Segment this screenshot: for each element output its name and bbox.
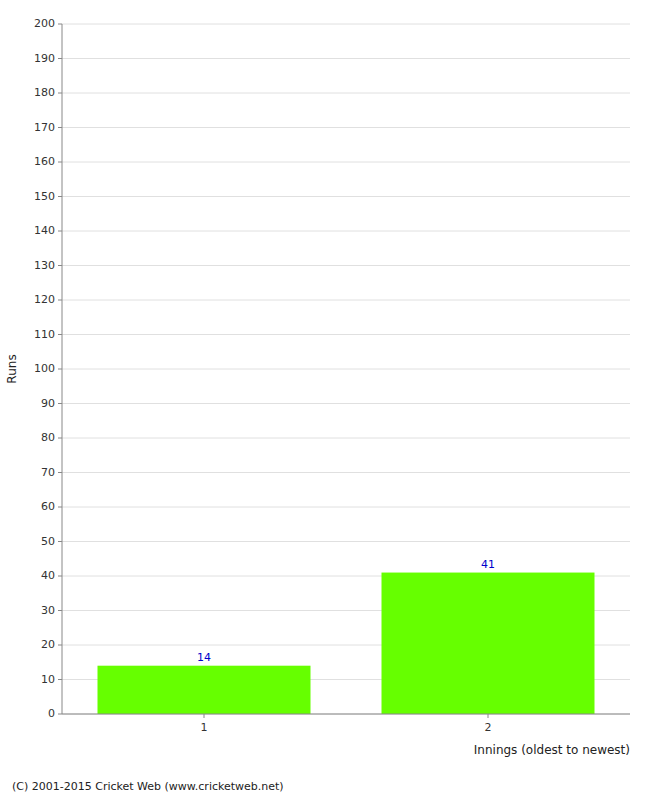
- y-tick-label: 60: [41, 500, 55, 513]
- grid-line: [62, 472, 630, 473]
- data-label: 14: [197, 651, 211, 664]
- x-axis-label: Innings (oldest to newest): [474, 743, 630, 757]
- bars: [98, 573, 595, 714]
- y-tick-label: 120: [34, 293, 55, 306]
- y-tick-label: 180: [34, 86, 55, 99]
- y-tick: [58, 610, 62, 611]
- y-tick: [58, 645, 62, 646]
- y-tick-label: 130: [34, 259, 55, 272]
- y-tick-label: 100: [34, 362, 55, 375]
- y-tick-label: 90: [41, 397, 55, 410]
- y-tick-label: 0: [48, 707, 55, 720]
- y-tick: [58, 58, 62, 59]
- grid-line: [62, 369, 630, 370]
- y-tick: [58, 541, 62, 542]
- grid-line: [62, 196, 630, 197]
- x-tick: [488, 714, 489, 718]
- grid-line: [62, 265, 630, 266]
- grid-line: [62, 58, 630, 59]
- y-axis-line: [62, 24, 63, 714]
- x-axis: 12: [62, 714, 630, 734]
- y-tick-label: 80: [41, 431, 55, 444]
- grid-line: [62, 300, 630, 301]
- y-axis: 0 10 20 30 40 50 60 70 80 90 100 110 120 130 140 150 160…: [34, 17, 62, 720]
- grid-line: [62, 403, 630, 404]
- y-tick: [58, 403, 62, 404]
- y-tick-label: 40: [41, 569, 55, 582]
- y-tick-label: 10: [41, 673, 55, 686]
- y-tick: [58, 369, 62, 370]
- y-tick: [58, 679, 62, 680]
- bar: [98, 666, 311, 714]
- x-tick: [204, 714, 205, 718]
- y-tick-label: 170: [34, 121, 55, 134]
- grid-line: [62, 714, 630, 715]
- grid-line: [62, 231, 630, 232]
- grid-line: [62, 162, 630, 163]
- chart-container: 0 10 20 30 40 50 60 70 80 90 100 110 120 130 140 150 160…: [0, 0, 650, 800]
- y-tick: [58, 438, 62, 439]
- y-tick-label: 140: [34, 224, 55, 237]
- x-tick-label: 2: [485, 721, 492, 734]
- bar: [382, 573, 595, 714]
- y-tick: [58, 265, 62, 266]
- grid-line: [62, 334, 630, 335]
- x-tick-label: 1: [201, 721, 208, 734]
- y-tick: [58, 300, 62, 301]
- grid: [62, 24, 630, 714]
- data-label: 41: [481, 558, 495, 571]
- y-tick: [58, 196, 62, 197]
- y-tick-label: 110: [34, 328, 55, 341]
- y-tick: [58, 93, 62, 94]
- grid-line: [62, 24, 630, 25]
- chart-svg: 0 10 20 30 40 50 60 70 80 90 100 110 120 130 140 150 160…: [0, 0, 650, 800]
- x-axis-line: [62, 714, 630, 715]
- y-tick: [58, 472, 62, 473]
- y-tick-label: 200: [34, 17, 55, 30]
- y-tick: [58, 334, 62, 335]
- y-tick-label: 150: [34, 190, 55, 203]
- y-tick-label: 70: [41, 466, 55, 479]
- grid-line: [62, 438, 630, 439]
- y-tick: [58, 576, 62, 577]
- grid-line: [62, 93, 630, 94]
- grid-line: [62, 507, 630, 508]
- y-tick: [58, 24, 62, 25]
- y-tick: [58, 231, 62, 232]
- y-tick: [58, 162, 62, 163]
- y-tick: [58, 714, 62, 715]
- grid-line: [62, 541, 630, 542]
- y-tick-label: 20: [41, 638, 55, 651]
- grid-line: [62, 127, 630, 128]
- y-tick: [58, 507, 62, 508]
- y-tick: [58, 127, 62, 128]
- data-labels: 14 41: [197, 558, 495, 664]
- y-tick-label: 50: [41, 535, 55, 548]
- y-axis-label: Runs: [5, 354, 19, 383]
- y-tick-label: 30: [41, 604, 55, 617]
- y-tick-label: 190: [34, 52, 55, 65]
- footer-annotation: (C) 2001-2015 Cricket Web (www.cricketwe…: [12, 780, 284, 793]
- y-tick-label: 160: [34, 155, 55, 168]
